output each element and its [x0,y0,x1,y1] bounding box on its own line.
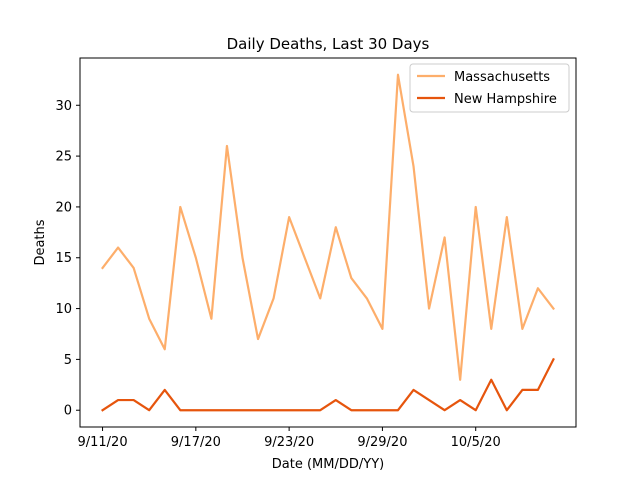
series-line-0 [101,73,555,381]
plot-frame [79,57,577,428]
legend-label-1: New Hampshire [454,92,557,107]
legend: Massachusetts New Hampshire [409,63,570,113]
x-axis: 9/11/20 9/17/20 9/23/20 9/29/20 10/5/20 [77,427,501,450]
y-tick-label: 25 [55,150,72,165]
y-axis: 0 5 10 15 20 25 30 [55,99,80,419]
y-tick-label: 0 [64,404,72,419]
chart-title: Daily Deaths, Last 30 Days [227,35,430,53]
y-tick-label: 20 [55,200,72,215]
legend-label-0: Massachusetts [454,70,550,85]
y-axis-label: Deaths [33,219,48,265]
y-tick-label: 15 [55,251,72,266]
y-tick-label: 30 [55,99,72,114]
x-tick-label: 9/17/20 [171,435,221,450]
y-tick-label: 5 [64,353,72,368]
y-tick-label: 10 [55,302,72,317]
x-tick-label: 9/23/20 [264,435,314,450]
x-tick-label: 9/11/20 [77,435,127,450]
series-line-1 [101,357,555,412]
x-tick-label: 9/29/20 [357,435,407,450]
legend-box [409,63,570,113]
series-layer [101,73,555,412]
x-axis-label: Date (MM/DD/YY) [272,457,384,472]
x-tick-label: 10/5/20 [451,435,501,450]
